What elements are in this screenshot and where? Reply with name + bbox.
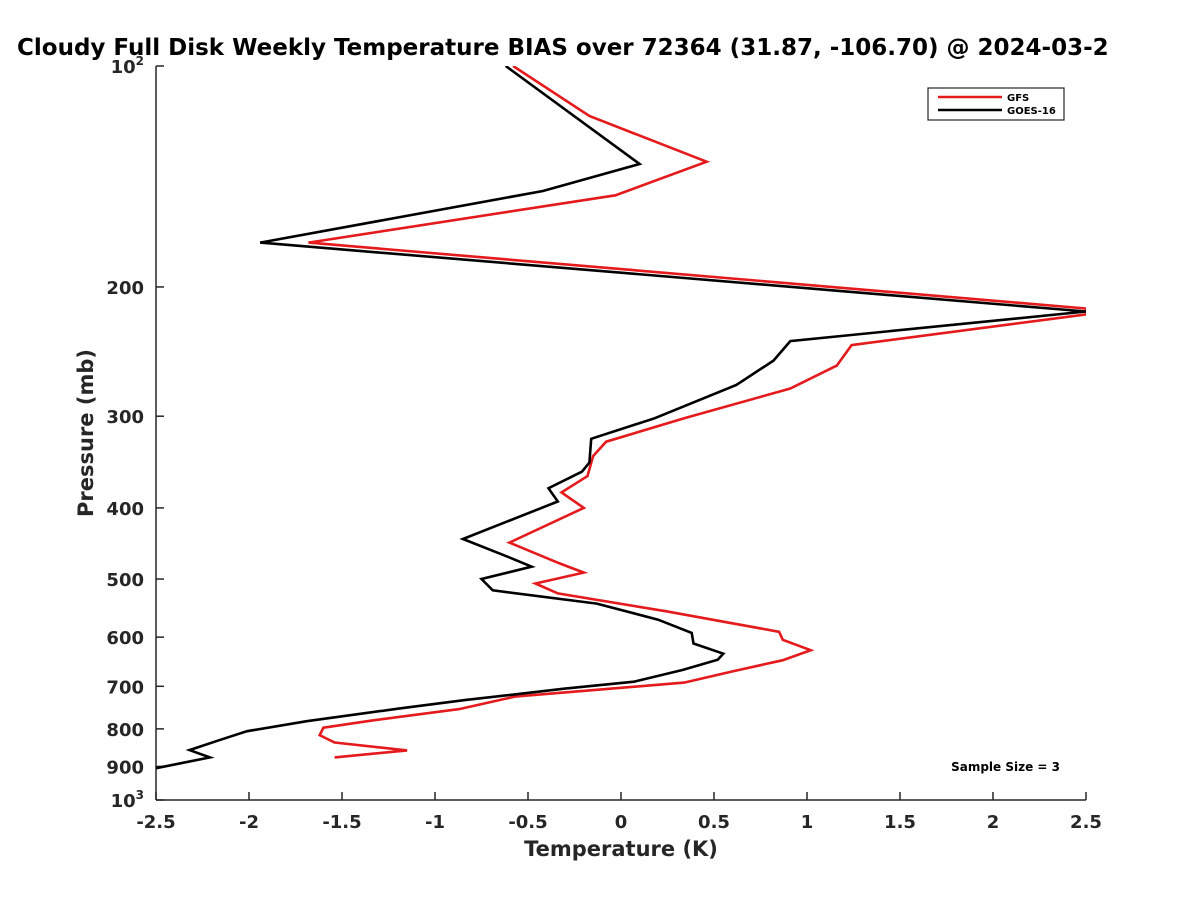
series-group — [156, 66, 1086, 770]
x-tick-label: 2 — [987, 812, 1000, 833]
sample-size-annotation: Sample Size = 3 — [951, 760, 1060, 774]
x-tick-label: 1 — [801, 812, 814, 833]
x-tick-label: -0.5 — [508, 812, 547, 833]
y-tick-label: 600 — [106, 628, 144, 649]
legend-label: GOES-16 — [1007, 106, 1056, 117]
y-tick-label: 200 — [106, 278, 144, 299]
plot-area — [156, 66, 1086, 770]
series-line-gfs — [308, 66, 1086, 759]
y-ticks: 102 200 300 400 500 600 700 800 900 103 — [106, 54, 164, 812]
x-tick-label: -1 — [425, 812, 445, 833]
series-line-goes-16 — [156, 66, 1086, 770]
x-tick-label: 0 — [615, 812, 628, 833]
y-tick-label: 102 — [111, 54, 144, 78]
y-tick-label: 400 — [106, 499, 144, 520]
y-axis-label: Pressure (mb) — [74, 349, 98, 517]
legend-box — [927, 87, 1065, 121]
y-tick-label: 800 — [106, 720, 144, 741]
y-tick-label: 700 — [106, 677, 144, 698]
x-tick-label: -2.5 — [136, 812, 175, 833]
x-tick-label: 2.5 — [1070, 812, 1102, 833]
legend: GFS GOES-16 — [927, 87, 1065, 121]
legend-entries: GFS GOES-16 — [938, 93, 1056, 117]
y-tick-label: 103 — [111, 788, 144, 812]
y-tick-label: 500 — [106, 570, 144, 591]
x-tick-label: 0.5 — [698, 812, 730, 833]
legend-label: GFS — [1007, 93, 1029, 104]
x-ticks: -2.5 -2 -1.5 -1 -0.5 0 0.5 1 1.5 2 2.5 — [136, 792, 1102, 833]
x-tick-label: -2 — [239, 812, 259, 833]
y-tick-label: 300 — [106, 407, 144, 428]
x-axis-label: Temperature (K) — [524, 837, 718, 861]
y-tick-label: 900 — [106, 757, 144, 778]
chart-title: Cloudy Full Disk Weekly Temperature BIAS… — [17, 35, 1109, 61]
x-tick-label: -1.5 — [322, 812, 361, 833]
x-tick-label: 1.5 — [884, 812, 916, 833]
